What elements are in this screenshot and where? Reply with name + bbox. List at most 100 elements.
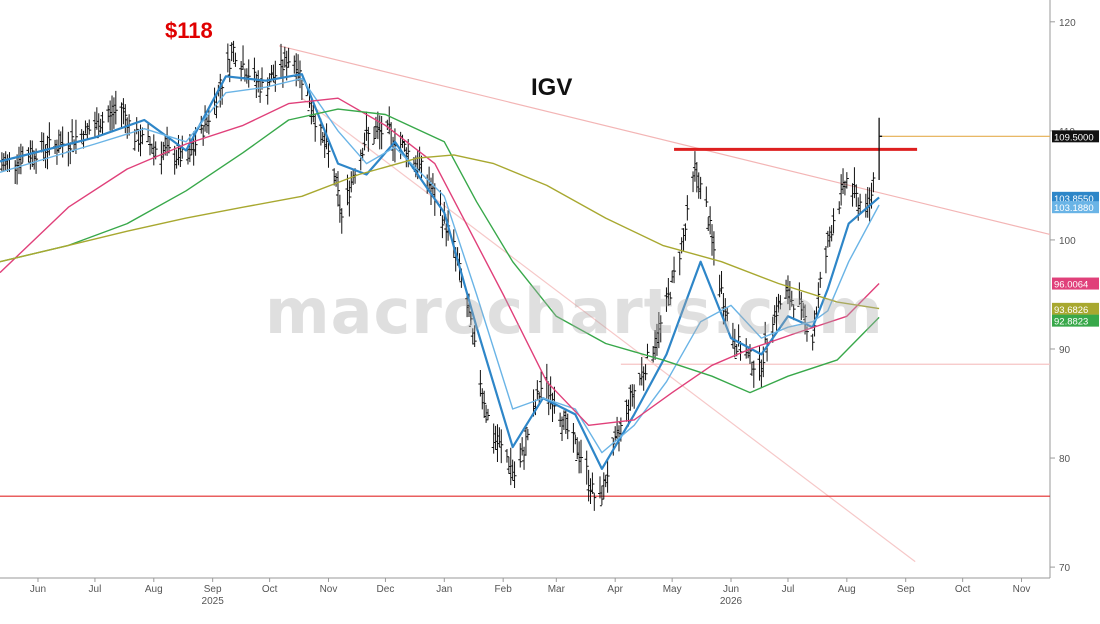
price-tag-box [1052,314,1099,327]
ohlc-bar [347,180,352,217]
ohlc-bar [571,422,576,453]
ohlc-bar [698,176,703,200]
ohlc-bar [199,115,204,134]
price-bars [0,40,876,511]
ohlc-bar [68,142,73,165]
ohlc-bar [584,450,589,485]
ohlc-bar [100,111,105,135]
x-tick-label: May [663,584,682,595]
x-tick-label: Jul [782,584,795,595]
x-tick-label: Jan [436,584,452,595]
ohlc-bar [233,52,238,67]
ohlc-bar [499,429,504,464]
ohlc-bar [708,206,713,235]
x-year-label: 2025 [202,596,225,607]
ohlc-bar [366,126,371,152]
ohlc-bar [485,408,490,421]
price-tag-label: 103.1880 [1054,203,1094,214]
ohlc-bar [440,215,445,239]
ohlc-bar [854,184,859,207]
ohlc-bar [231,40,236,63]
x-tick-label: Sep [204,584,222,595]
ohlc-bar [778,295,783,310]
ohlc-bar [539,371,544,402]
ohlc-bar [829,225,834,242]
ohlc-bar [579,439,584,474]
ohlc-bar [683,223,688,241]
ohlc-bar [241,45,246,70]
price-tag-box [1052,130,1099,143]
price-high-annotation: $118 [165,18,213,43]
ohlc-bar [791,304,796,321]
ohlc-bar [286,47,291,68]
ohlc-bar [611,437,616,456]
ohlc-bar [632,384,637,409]
ohlc-bar [478,369,483,397]
x-tick-label: Feb [495,584,513,595]
ohlc-bar [326,142,331,168]
ohlc-bar [672,256,677,284]
ohlc-bar [658,315,663,343]
ohlc-bar [677,251,682,276]
ohlc-bar [605,459,610,493]
ohlc-bar [565,413,570,440]
ohlc-bar [525,427,530,441]
price-tag-box [1052,191,1099,204]
ohlc-bar [799,292,804,321]
ohlc-bar [818,271,823,288]
ohlc-bar [816,282,821,309]
ohlc-bar [273,60,278,92]
y-tick-label: 100 [1059,236,1076,247]
ohlc-bar [362,132,367,151]
ohlc-bar [227,59,232,83]
moving-average-line [0,73,880,470]
moving-average-line [0,154,880,310]
x-tick-label: Dec [377,584,395,595]
ohlc-bar [810,333,815,351]
y-tick-label: 120 [1059,18,1076,29]
ohlc-bar [87,119,92,135]
x-tick-label: Jun [723,584,739,595]
y-tick-label: 90 [1059,345,1071,356]
y-tick-label: 80 [1059,454,1071,465]
ohlc-bar [719,271,724,294]
ohlc-bar [751,360,756,388]
x-tick-label: Nov [1013,584,1031,595]
price-tag-label: 92.8823 [1054,317,1088,328]
ohlc-bar-last [878,117,883,180]
trendline-decline [301,97,916,563]
ohlc-bar [837,201,842,215]
moving-average-line [0,77,880,454]
ohlc-bar [220,79,225,105]
price-tag-box [1052,277,1099,290]
ohlc-bar [472,325,477,347]
ohlc-bar [265,77,270,105]
ohlc-bar [468,311,473,327]
ohlc-bar [789,290,794,307]
ohlc-bar [704,186,709,207]
x-tick-label: Aug [145,584,163,595]
ohlc-bar [823,245,828,274]
x-year-label: 2026 [720,596,743,607]
ohlc-bar [858,193,863,214]
ohlc-bar [518,443,523,468]
ohlc-bar [831,208,836,234]
ohlc-bar [668,291,673,306]
ohlc-bar [113,90,118,125]
x-tick-label: Jun [30,584,46,595]
ohlc-bar [246,59,251,88]
ohlc-bar [643,364,648,381]
ohlc-bar [590,472,595,494]
ohlc-bar [871,172,876,193]
ohlc-bar [178,147,183,168]
moving-average-line [0,108,880,394]
ohlc-bar [482,390,487,419]
ohlc-bar [504,448,509,463]
x-tick-label: Sep [897,584,915,595]
ohlc-bar [379,116,384,150]
ohlc-bar [56,129,61,154]
ohlc-bar [335,171,340,207]
ohlc-bar [844,172,849,189]
